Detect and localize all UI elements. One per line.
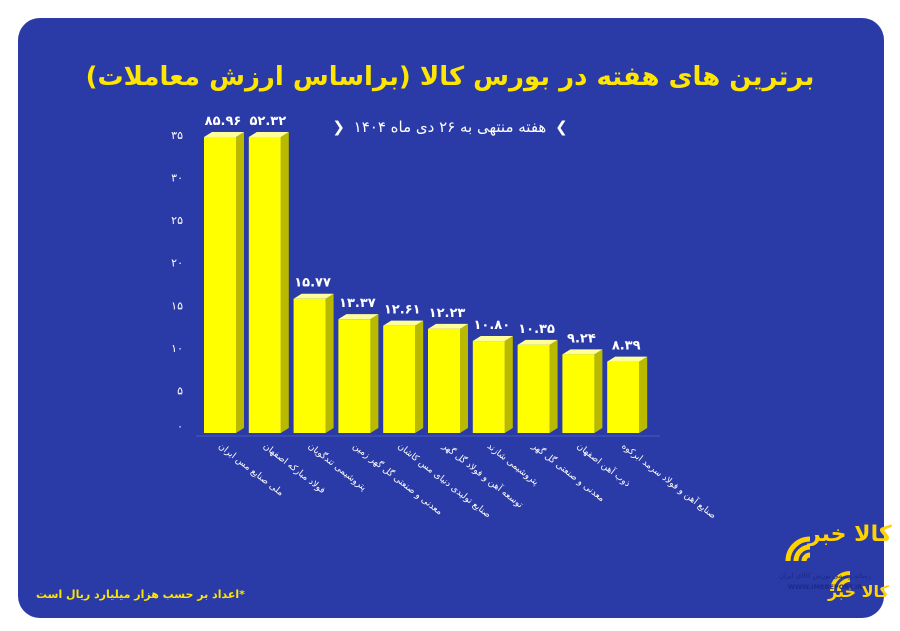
bar-side — [549, 339, 558, 433]
x-tick-label: معدنی و صنعتی گل گهر زمین — [351, 440, 446, 518]
data-label: ۱۲.۶۱ — [384, 303, 421, 318]
bar-side — [639, 356, 648, 433]
bar — [607, 361, 640, 433]
data-label: ۵۲.۳۲ — [249, 114, 286, 129]
bar-group — [607, 356, 648, 433]
footnote: *اعداد بر حسب هزار میلیارد ریال است — [36, 588, 245, 601]
bar-top — [428, 323, 468, 329]
y-tick-label: ۵ — [177, 384, 183, 397]
logo-small-name: کالا خبر — [828, 582, 889, 601]
logo-name: کالا خبر — [808, 522, 892, 547]
bar — [204, 137, 236, 433]
bar-group — [338, 314, 379, 433]
data-label: ۱۲.۲۳ — [429, 306, 466, 321]
bar-side — [280, 132, 289, 433]
bar-top — [204, 132, 244, 137]
logo-signal-icon — [785, 536, 851, 592]
data-label: ۱۳.۳۷ — [339, 296, 376, 311]
subtitle-bracket-left: ❮ — [332, 118, 345, 136]
bar-group — [517, 339, 558, 433]
bar-top — [248, 132, 289, 137]
bar — [383, 325, 416, 433]
bar-top — [293, 293, 334, 299]
bar-side — [325, 293, 334, 433]
bar — [472, 341, 505, 433]
bar-side — [370, 314, 379, 433]
x-tick-label: توسعه آهن و فولاد گل گهر — [439, 439, 526, 510]
y-tick-label: ۳۰ — [171, 172, 183, 185]
bar-side — [415, 320, 424, 433]
logo-url: WWW.IMEREPORT.IR — [787, 583, 863, 591]
bar-group — [248, 132, 289, 433]
bar — [248, 137, 281, 433]
bar — [562, 354, 595, 433]
y-tick-label: ۲۰ — [171, 257, 183, 270]
data-label: ۱۰.۳۵ — [518, 322, 555, 337]
data-label: ۱۵.۷۷ — [294, 276, 331, 291]
subtitle-bracket-right: ❯ — [555, 118, 568, 136]
bar-group — [562, 349, 603, 433]
bar-top — [338, 314, 379, 320]
bar-group — [293, 293, 334, 433]
bar-top — [607, 356, 648, 362]
data-label: ۱۰.۸۰ — [473, 318, 510, 333]
bar-side — [236, 132, 244, 433]
bar-group — [428, 323, 468, 433]
bar-top — [562, 349, 603, 355]
chart-card — [18, 18, 884, 618]
chart-title: برترین های هفته در بورس کالا (براساس ارز… — [85, 62, 815, 92]
bar-side — [460, 323, 468, 433]
bar — [338, 319, 371, 433]
x-tick-label: صنایع آهن و فولاد سرمد ابرکوه — [619, 440, 719, 521]
y-tick-label: ۳۵ — [171, 129, 183, 142]
bar-top — [472, 336, 513, 342]
data-label: ۹.۲۴ — [567, 331, 596, 346]
data-label: ۸.۳۹ — [612, 339, 641, 354]
subtitle-text: هفته منتهی به ۲۶ دی ماه ۱۴۰۴ — [353, 118, 547, 136]
data-label: ۸۵.۹۶ — [205, 114, 242, 129]
logo-tagline: رسانه رسمی بورس کالای ایران — [778, 572, 872, 580]
bar — [517, 344, 550, 433]
bar-group — [383, 320, 424, 433]
bar-top — [383, 320, 424, 326]
bar — [293, 298, 326, 433]
bar — [428, 328, 460, 433]
bar-group — [472, 336, 513, 433]
y-tick-label: ۱۰ — [171, 342, 183, 355]
y-tick-label: ۰ — [177, 420, 183, 433]
bar-top — [517, 339, 558, 345]
y-tick-label: ۲۵ — [171, 214, 183, 227]
bar-side — [504, 336, 513, 433]
bar-side — [594, 349, 603, 433]
y-tick-label: ۱۵ — [171, 299, 183, 312]
x-tick-label: معدنی و صنعتی گل گهر — [529, 439, 608, 504]
chart-subtitle: ❯ هفته منتهی به ۲۶ دی ماه ۱۴۰۴ ❮ — [0, 118, 900, 136]
bar-group — [204, 132, 244, 433]
